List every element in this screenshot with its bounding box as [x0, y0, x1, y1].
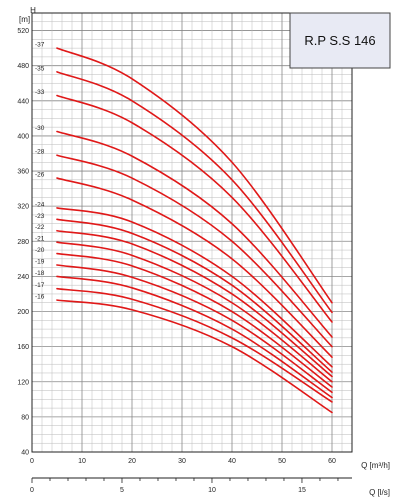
y-axis-label: H — [30, 6, 36, 15]
x2-tick-label: 15 — [298, 487, 306, 494]
curve-label-28: -28 — [35, 149, 45, 156]
y-tick-label: 120 — [17, 379, 29, 386]
x-tick-label: 50 — [278, 458, 286, 465]
x-tick-label: 0 — [30, 458, 34, 465]
y-tick-label: 320 — [17, 204, 29, 211]
curve-label-33: -33 — [35, 89, 45, 96]
y-axis-unit: [m] — [19, 15, 30, 24]
y-tick-label: 40 — [21, 450, 29, 457]
x2-tick-label: 5 — [120, 487, 124, 494]
curve-26 — [56, 177, 333, 358]
y-tick-label: 440 — [17, 98, 29, 105]
curve-label-26: -26 — [35, 172, 45, 179]
curve-label-20: -20 — [35, 247, 45, 254]
x-tick-label: 10 — [78, 458, 86, 465]
curve-21 — [56, 241, 333, 383]
curve-label-16: -16 — [35, 294, 45, 301]
curve-label-24: -24 — [35, 201, 45, 208]
curve-22 — [56, 229, 333, 378]
curve-18 — [56, 275, 333, 399]
x2-tick-label: 0 — [30, 487, 34, 494]
curve-label-35: -35 — [35, 65, 45, 72]
y-tick-label: 240 — [17, 274, 29, 281]
curve-label-18: -18 — [35, 270, 45, 277]
curve-label-17: -17 — [35, 282, 45, 289]
curve-label-37: -37 — [35, 42, 45, 49]
curve-24 — [56, 207, 333, 368]
curve-label-21: -21 — [35, 236, 45, 243]
y-axis-ticks: 40 80 120 160 200 240 280 320 360 400 440 480 520 — [17, 28, 29, 456]
x2-axis-ticks: 0 5 10 15 — [30, 487, 306, 494]
curve-20 — [56, 252, 333, 388]
curve-labels: -37 -35 -33 -30 -28 -26 -24 -23 -22 -21 -20 -19 -18 -… — [35, 42, 45, 301]
y-tick-label: 400 — [17, 133, 29, 140]
curve-33 — [56, 94, 333, 323]
y-tick-label: 200 — [17, 309, 29, 316]
x-axis-label: Q [m³/h] — [361, 461, 390, 470]
title-box — [289, 12, 391, 69]
x-tick-label: 30 — [178, 458, 186, 465]
x-tick-label: 40 — [228, 458, 236, 465]
y-tick-label: 480 — [17, 63, 29, 70]
curve-label-30: -30 — [35, 125, 45, 132]
curve-label-22: -22 — [35, 224, 45, 231]
y-tick-label: 80 — [21, 414, 29, 421]
y-tick-label: 280 — [17, 239, 29, 246]
curve-17 — [56, 287, 333, 403]
pump-curves — [56, 47, 333, 414]
x2-tick-label: 10 — [208, 487, 216, 494]
x-tick-label: 60 — [328, 458, 336, 465]
plot-frame — [31, 12, 353, 453]
curve-30 — [56, 130, 333, 338]
curve-23 — [56, 218, 333, 373]
y-tick-label: 160 — [17, 344, 29, 351]
curve-19 — [56, 264, 333, 394]
chart-title: R.P S.S 146 — [304, 33, 375, 48]
curve-16 — [56, 299, 333, 414]
x-axis-ticks: 0 10 20 30 40 50 60 — [30, 458, 336, 465]
curve-37 — [56, 47, 333, 304]
y-tick-label: 360 — [17, 169, 29, 176]
curve-28 — [56, 154, 333, 348]
x-tick-label: 20 — [128, 458, 136, 465]
secondary-x-axis — [31, 477, 352, 483]
y-tick-label: 520 — [17, 28, 29, 35]
curve-label-23: -23 — [35, 213, 45, 220]
curve-35 — [56, 71, 333, 314]
x2-axis-label: Q [l/s] — [369, 488, 390, 497]
curve-label-19: -19 — [35, 258, 45, 265]
